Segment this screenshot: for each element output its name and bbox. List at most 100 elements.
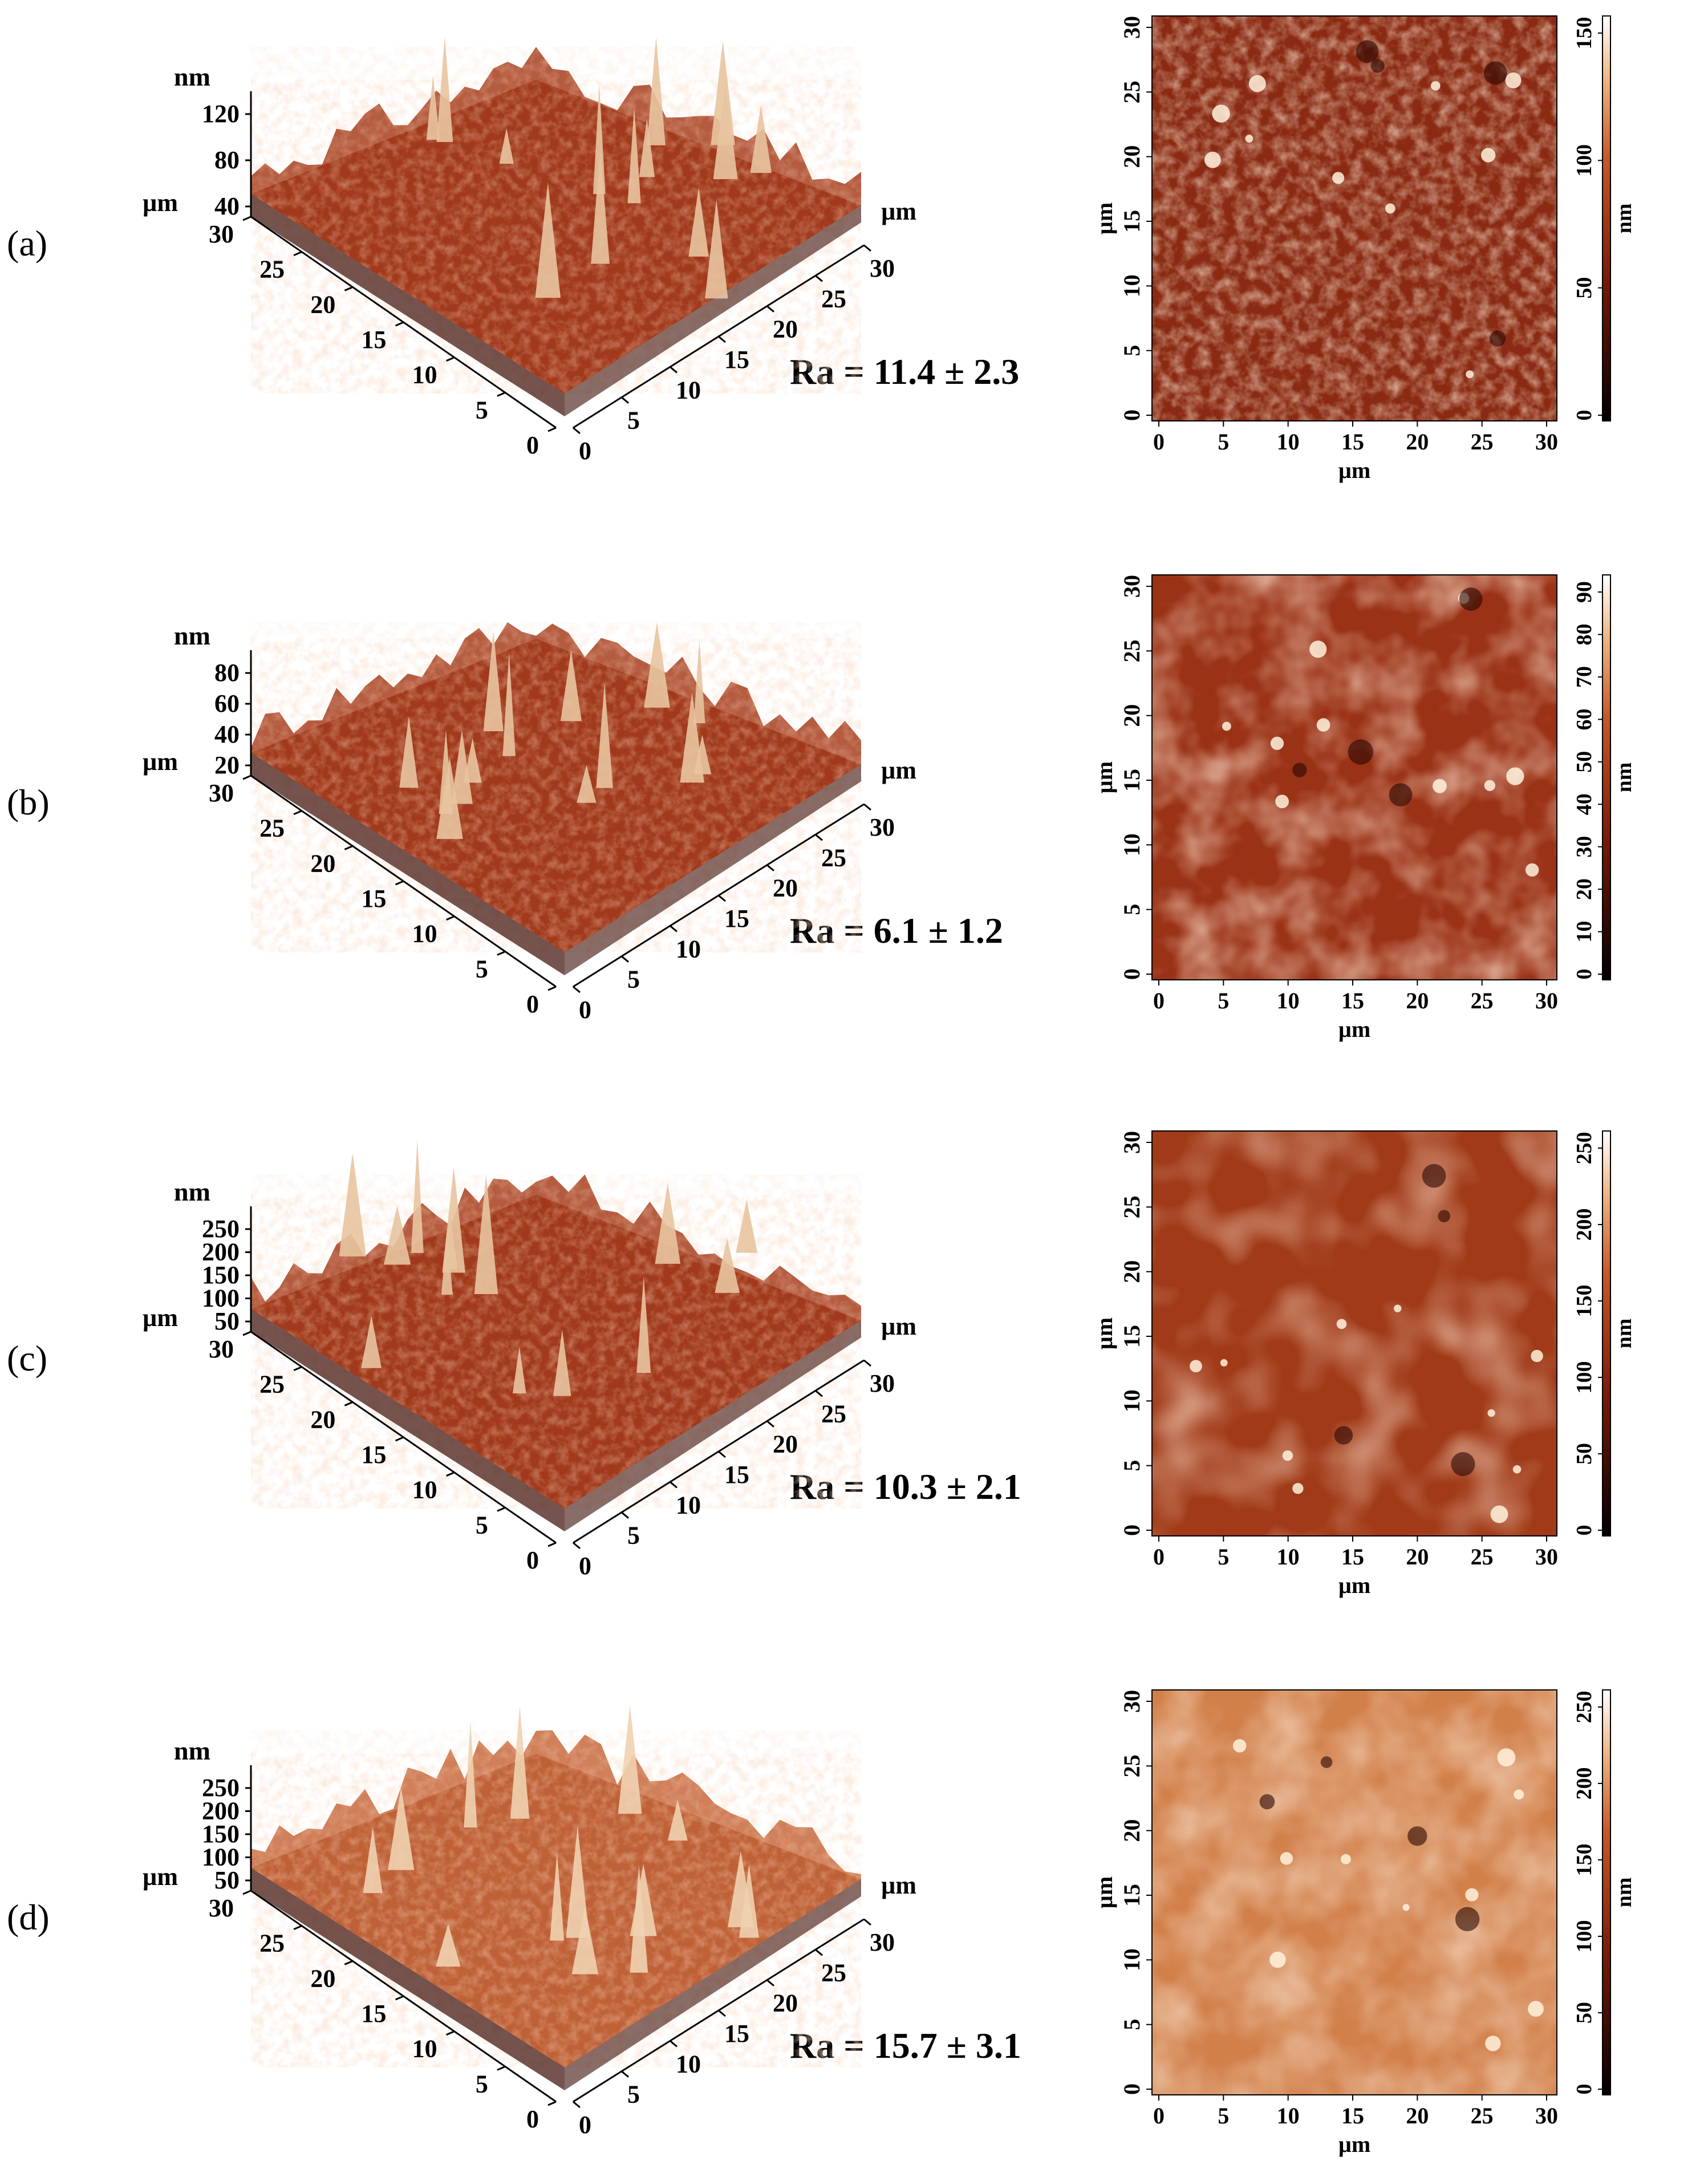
z-tick-label: 80 bbox=[214, 146, 240, 174]
colorbar-unit: nm bbox=[1612, 204, 1636, 234]
y-tick-label: 15 bbox=[1119, 210, 1145, 233]
x-tick-label: 5 bbox=[1218, 988, 1229, 1013]
left-axis-tick-label: 25 bbox=[259, 256, 285, 283]
z-tick-label: 250 bbox=[202, 1774, 240, 1802]
left-axis-tick-label: 10 bbox=[412, 920, 437, 948]
height-map-dark-pit bbox=[1348, 739, 1374, 765]
right-axis-tick-label: 10 bbox=[676, 376, 701, 404]
left-axis-tick bbox=[446, 2030, 455, 2036]
right-axis-unit: µm bbox=[881, 1312, 916, 1340]
left-axis-tick bbox=[497, 950, 506, 956]
surface-ridge-texture bbox=[251, 1174, 861, 1509]
colorbar-unit: nm bbox=[1612, 1319, 1636, 1349]
height-map-frame bbox=[1151, 1130, 1557, 1536]
colorbar-tick-label: 80 bbox=[1572, 623, 1596, 645]
height-map-dark-pit bbox=[1370, 59, 1385, 73]
right-axis-tick-label: 0 bbox=[579, 437, 591, 465]
x-tick-label: 20 bbox=[1406, 988, 1429, 1013]
y-tick-label: 30 bbox=[1119, 1690, 1145, 1713]
height-map-texture bbox=[1152, 16, 1557, 421]
height-map-dark-pit bbox=[1320, 1756, 1333, 1768]
height-map-bright-spot bbox=[1531, 1349, 1543, 1363]
colorbar bbox=[1602, 1689, 1611, 2095]
y-tick-label: 10 bbox=[1119, 274, 1145, 297]
height-map-dark-pit bbox=[1483, 61, 1507, 85]
left-axis-tick bbox=[242, 775, 251, 780]
left-axis-tick-label: 0 bbox=[526, 990, 539, 1018]
y-tick-label: 20 bbox=[1119, 704, 1145, 727]
left-axis-tick bbox=[547, 1542, 557, 1547]
right-axis-tick bbox=[815, 275, 823, 282]
left-axis-tick bbox=[547, 2101, 557, 2106]
surface-peak bbox=[655, 1182, 681, 1264]
right-axis-tick-label: 25 bbox=[821, 285, 846, 313]
x-tick-label: 5 bbox=[1218, 2103, 1229, 2129]
left-axis-tick-label: 5 bbox=[476, 955, 488, 983]
colorbar-tick-label: 90 bbox=[1572, 581, 1596, 603]
height-map-bright-spot bbox=[1222, 721, 1231, 731]
y-tick-label: 25 bbox=[1119, 80, 1145, 103]
right-axis-tick bbox=[766, 305, 774, 313]
z-tick-label: 60 bbox=[214, 690, 240, 717]
height-map-bright-spot bbox=[1480, 148, 1496, 163]
height-map-bright-spot bbox=[1340, 1854, 1351, 1864]
y-tick-label: 25 bbox=[1119, 1754, 1145, 1777]
left-axis-tick bbox=[395, 321, 404, 327]
x-tick-label: 10 bbox=[1277, 988, 1300, 1013]
z-tick-label: 50 bbox=[214, 1307, 240, 1335]
x-tick-label: 10 bbox=[1277, 429, 1300, 455]
height-map-dark-pit bbox=[1259, 1794, 1275, 1810]
colorbar-tick-label: 150 bbox=[1572, 1285, 1596, 1317]
left-axis-tick bbox=[344, 286, 353, 291]
height-map-dark-pit bbox=[1407, 1826, 1427, 1846]
left-axis-tick bbox=[446, 1471, 455, 1477]
left-axis-tick-label: 20 bbox=[310, 1964, 335, 1992]
surface-peak bbox=[627, 106, 641, 204]
y-tick-label: 0 bbox=[1119, 1525, 1145, 1536]
right-axis-tick bbox=[670, 1481, 677, 1489]
surface-peak bbox=[630, 1864, 657, 1936]
height-map-bright-spot bbox=[1275, 794, 1289, 809]
y-tick-label: 0 bbox=[1119, 2083, 1145, 2095]
y-tick-label: 25 bbox=[1119, 1195, 1145, 1218]
height-map-dark-pit bbox=[1356, 40, 1379, 63]
colorbar-tick-label: 200 bbox=[1572, 1209, 1596, 1241]
roughness-value: Ra = 11.4 ± 2.3 bbox=[790, 351, 1020, 392]
left-axis-tick bbox=[242, 1890, 251, 1895]
z-tick-label: 150 bbox=[202, 1261, 240, 1289]
x-tick-label: 15 bbox=[1341, 429, 1364, 455]
surface-front-left bbox=[251, 1309, 565, 1531]
left-axis-tick-label: 20 bbox=[310, 290, 335, 318]
surface-peak bbox=[571, 1906, 599, 1975]
colorbar-tick-label: 100 bbox=[1572, 1920, 1596, 1953]
surface-front-right bbox=[565, 764, 861, 975]
height-map-bright-spot bbox=[1269, 1951, 1286, 1968]
surface-peak bbox=[388, 1787, 415, 1870]
surface-3d bbox=[251, 1140, 861, 1531]
height-map-dark-pit bbox=[1459, 587, 1483, 611]
colorbar-tick-label: 40 bbox=[1572, 793, 1596, 815]
left-axis-tick-label: 5 bbox=[476, 2070, 488, 2098]
left-axis-unit: µm bbox=[143, 1304, 178, 1332]
z-tick-label: 100 bbox=[202, 1843, 240, 1871]
z-tick-label: 40 bbox=[214, 720, 240, 748]
right-axis-tick-label: 0 bbox=[579, 2111, 591, 2139]
height-map-bright-spot bbox=[1497, 1748, 1516, 1767]
height-map-bright-spot bbox=[1316, 718, 1330, 732]
right-axis-tick-label: 20 bbox=[773, 1989, 798, 2017]
y-tick-label: 10 bbox=[1119, 1948, 1145, 1971]
surface-peak bbox=[436, 1923, 461, 1967]
y-tick-label: 15 bbox=[1119, 769, 1145, 792]
surface-peak bbox=[560, 650, 582, 721]
colorbar-tick-label: 0 bbox=[1572, 1525, 1596, 1536]
z-tick-label: 40 bbox=[214, 192, 240, 220]
right-axis-tick-label: 30 bbox=[870, 813, 895, 841]
surface-peak bbox=[566, 1825, 590, 1938]
left-axis-tick bbox=[293, 1925, 302, 1931]
height-map-texture bbox=[1152, 1690, 1557, 2095]
left-axis-tick-label: 30 bbox=[209, 220, 234, 248]
left-axis-tick-label: 0 bbox=[526, 2105, 539, 2133]
left-axis-tick bbox=[344, 1401, 353, 1406]
right-axis-tick bbox=[621, 955, 629, 963]
surface-peak bbox=[647, 37, 666, 145]
